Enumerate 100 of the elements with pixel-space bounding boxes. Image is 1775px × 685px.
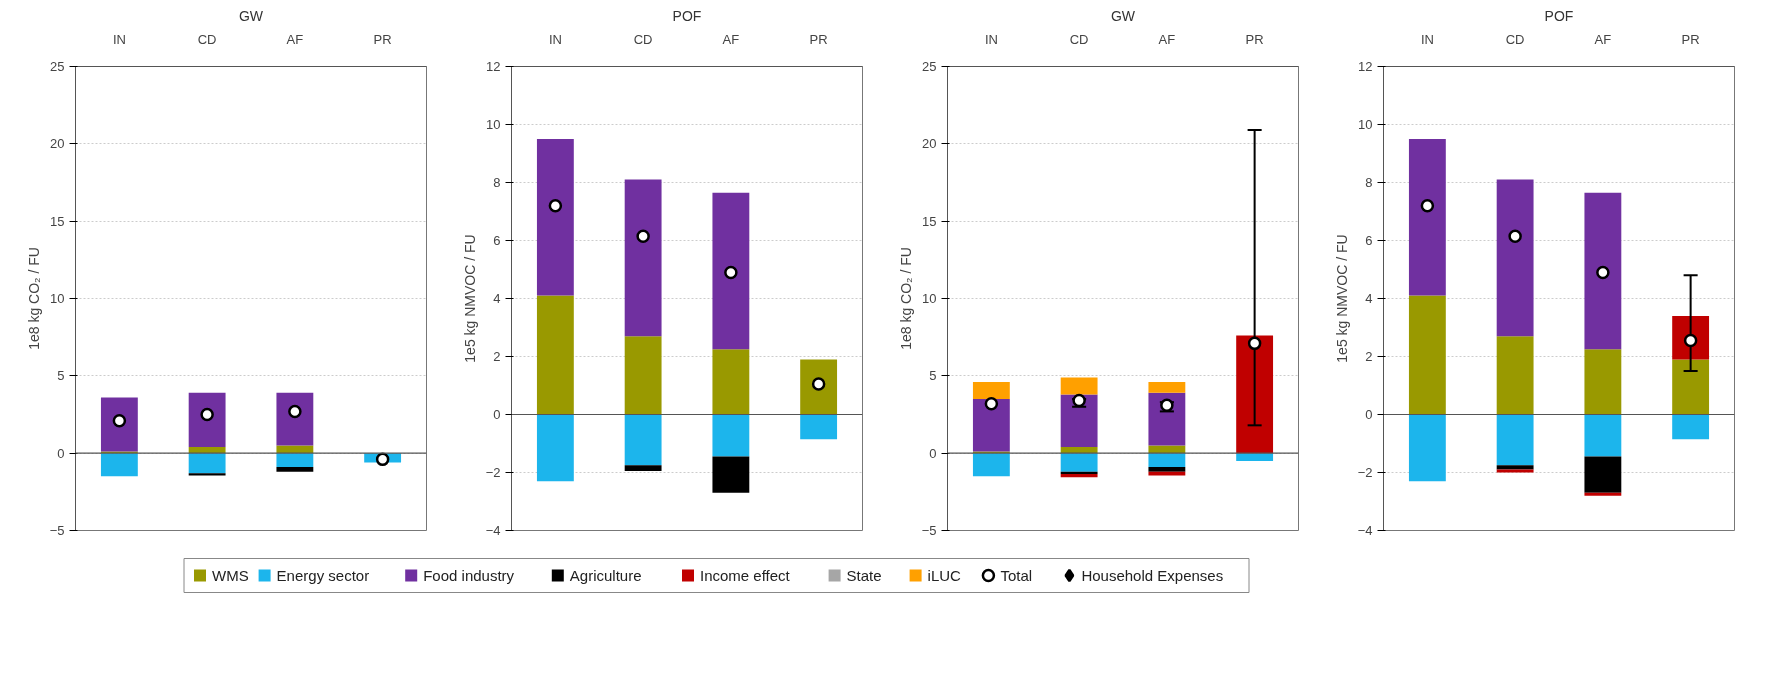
point bbox=[1596, 265, 1610, 280]
point bbox=[724, 265, 738, 280]
y-tick-label: −2 bbox=[1357, 465, 1373, 480]
bar bbox=[1584, 192, 1622, 350]
x-tick-label: CD bbox=[197, 31, 217, 47]
y-axis-title: 1e8 kg CO₂ / FU bbox=[897, 247, 914, 350]
point bbox=[636, 229, 650, 243]
bar bbox=[276, 445, 314, 454]
bar bbox=[1236, 453, 1274, 461]
bar bbox=[276, 467, 314, 472]
y-tick-label: −5 bbox=[921, 523, 937, 538]
bar bbox=[1148, 392, 1186, 446]
x-tick-label: AF bbox=[1158, 31, 1176, 47]
point bbox=[984, 396, 999, 411]
bar bbox=[1496, 336, 1534, 415]
legend-label: State bbox=[846, 567, 882, 584]
x-tick-label: PR bbox=[1245, 31, 1264, 47]
bar bbox=[1408, 414, 1446, 482]
point bbox=[375, 452, 390, 467]
chart-title: GW bbox=[1110, 7, 1136, 24]
bar bbox=[1148, 467, 1186, 472]
bar bbox=[624, 179, 662, 337]
bar bbox=[1584, 349, 1622, 415]
point bbox=[1508, 229, 1522, 243]
y-axis-title: 1e5 kg NMVOC / FU bbox=[461, 234, 478, 363]
y-tick-label: 20 bbox=[50, 136, 65, 152]
bar bbox=[100, 453, 138, 477]
y-tick-label: 15 bbox=[922, 213, 937, 229]
legend-label: Agriculture bbox=[569, 567, 642, 584]
x-tick-label: CD bbox=[1069, 31, 1089, 47]
bar bbox=[800, 414, 838, 440]
legend-label: Household Expenses bbox=[1081, 567, 1224, 584]
x-tick-label: PR bbox=[809, 31, 828, 47]
bar bbox=[188, 392, 226, 447]
x-tick-label: AF bbox=[1594, 31, 1612, 47]
bar bbox=[1060, 394, 1098, 447]
bar bbox=[536, 139, 574, 296]
bar bbox=[100, 397, 138, 452]
chart-title: POF bbox=[1544, 7, 1574, 24]
bar bbox=[276, 453, 314, 468]
bar bbox=[1496, 469, 1534, 473]
y-tick-label: 4 bbox=[493, 291, 501, 306]
x-tick-label: IN bbox=[1420, 31, 1434, 47]
x-tick-label: PR bbox=[1681, 31, 1700, 47]
bar bbox=[972, 453, 1010, 477]
y-tick-label: 8 bbox=[1365, 175, 1373, 190]
bar bbox=[1672, 414, 1710, 440]
chart-title: GW bbox=[238, 7, 264, 24]
bar bbox=[800, 359, 838, 415]
y-tick-label: 12 bbox=[1358, 59, 1373, 74]
bar bbox=[188, 453, 226, 474]
bar bbox=[1060, 453, 1098, 472]
point bbox=[1072, 393, 1086, 408]
bar bbox=[624, 465, 662, 472]
x-tick-label: CD bbox=[1505, 31, 1525, 47]
y-tick-label: 0 bbox=[1365, 407, 1373, 422]
bar bbox=[1584, 492, 1622, 496]
y-tick-label: 0 bbox=[57, 445, 65, 461]
bar bbox=[188, 446, 226, 454]
y-tick-label: 20 bbox=[922, 136, 937, 152]
bar bbox=[712, 349, 750, 415]
bar bbox=[1060, 446, 1098, 454]
y-tick-label: −4 bbox=[485, 523, 501, 538]
y-axis-title: 1e5 kg NMVOC / FU bbox=[1333, 234, 1350, 363]
y-tick-label: −2 bbox=[485, 465, 501, 480]
y-tick-label: 6 bbox=[1365, 233, 1373, 248]
bar bbox=[972, 382, 1010, 400]
x-tick-label: AF bbox=[722, 31, 740, 47]
y-tick-label: 12 bbox=[486, 59, 501, 74]
y-tick-label: 10 bbox=[1358, 117, 1373, 132]
bar bbox=[1584, 456, 1622, 493]
y-tick-label: 6 bbox=[493, 233, 501, 248]
bar bbox=[188, 473, 226, 476]
bar bbox=[1672, 359, 1710, 415]
bar bbox=[1148, 453, 1186, 468]
y-tick-label: 2 bbox=[1365, 349, 1373, 364]
legend-label: iLUC bbox=[927, 567, 962, 584]
bar bbox=[536, 414, 574, 482]
x-tick-label: IN bbox=[984, 31, 998, 47]
bar bbox=[1408, 139, 1446, 296]
bar bbox=[712, 414, 750, 457]
y-tick-label: 8 bbox=[493, 175, 501, 190]
x-tick-label: IN bbox=[548, 31, 562, 47]
y-axis-title: 1e8 kg CO₂ / FU bbox=[25, 247, 42, 350]
bar bbox=[1408, 295, 1446, 415]
x-tick-label: PR bbox=[373, 31, 392, 47]
y-tick-label: −4 bbox=[1357, 523, 1373, 538]
y-tick-label: 25 bbox=[922, 59, 937, 74]
legend-label: Income effect bbox=[700, 567, 791, 584]
bar bbox=[276, 392, 314, 446]
x-tick-label: CD bbox=[633, 31, 653, 47]
bar bbox=[1496, 465, 1534, 470]
point bbox=[1420, 198, 1435, 213]
y-tick-label: 25 bbox=[50, 59, 65, 74]
y-tick-label: 4 bbox=[1365, 291, 1373, 306]
bar bbox=[1496, 414, 1534, 466]
bar bbox=[1148, 445, 1186, 454]
x-tick-label: IN bbox=[112, 31, 126, 47]
bar bbox=[712, 456, 750, 493]
legend-label: Total bbox=[1000, 567, 1033, 584]
